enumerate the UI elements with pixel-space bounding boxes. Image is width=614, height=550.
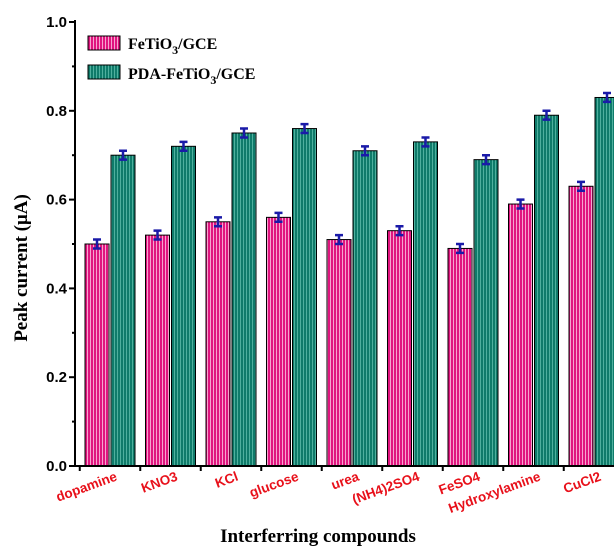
y-tick-label: 0.8 bbox=[46, 103, 67, 120]
legend-swatch-pda-fetio3-gce bbox=[88, 65, 120, 79]
bar-series1-feso4 bbox=[448, 248, 472, 466]
x-tick-label-cucl2: CuCl2 bbox=[561, 469, 603, 496]
bar-series1-urea bbox=[327, 240, 351, 466]
legend-label-pda-fetio3-gce: PDA-FeTiO3/GCE bbox=[128, 66, 255, 87]
legend: FeTiO3/GCE PDA-FeTiO3/GCE bbox=[88, 36, 255, 87]
bar-series2-hydroxylamine bbox=[535, 115, 559, 466]
y-tick-label: 0.4 bbox=[46, 280, 68, 297]
bar-series2-urea bbox=[353, 151, 377, 466]
y-tick-label: 0.2 bbox=[46, 369, 67, 386]
legend-label-fetio3-gce: FeTiO3/GCE bbox=[128, 36, 217, 57]
bar-series1-kcl bbox=[206, 222, 230, 466]
y-tick-label: 0.0 bbox=[46, 458, 67, 475]
legend-swatch-fetio3-gce bbox=[88, 36, 120, 50]
x-tick-label-nh4-2so4: (NH4)2SO4 bbox=[350, 469, 422, 507]
bars-layer: dopamine KNO3 KCl glucose urea(NH4)2SO4 FeSO4… bbox=[54, 93, 614, 516]
bar-series2-kcl bbox=[232, 133, 256, 466]
bar-series2-glucose bbox=[293, 129, 317, 466]
bar-series2-kno3 bbox=[172, 146, 196, 466]
x-tick-label-glucose: glucose bbox=[247, 469, 301, 501]
bar-series2-feso4 bbox=[474, 160, 498, 466]
bar-series1-kno3 bbox=[146, 235, 170, 466]
y-tick-label: 0.6 bbox=[46, 192, 67, 209]
bar-series1-nh4-2so4 bbox=[388, 231, 412, 466]
x-tick-label-kcl: KCl bbox=[213, 469, 240, 491]
bar-series1-hydroxylamine bbox=[509, 204, 533, 466]
bar-series1-cucl2 bbox=[569, 186, 593, 466]
bar-series1-dopamine bbox=[85, 244, 109, 466]
bar-series2-nh4-2so4 bbox=[414, 142, 438, 466]
y-axis-title: Peak current (μA) bbox=[11, 194, 32, 342]
x-tick-label-urea: urea bbox=[329, 469, 361, 493]
bar-series1-glucose bbox=[267, 217, 291, 466]
y-tick-label: 1.0 bbox=[46, 14, 67, 31]
x-axis-title: Interferring compounds bbox=[220, 526, 416, 547]
bar-series2-dopamine bbox=[111, 155, 135, 466]
x-tick-label-kno3: KNO3 bbox=[139, 469, 180, 496]
bar-series2-cucl2 bbox=[595, 97, 614, 466]
